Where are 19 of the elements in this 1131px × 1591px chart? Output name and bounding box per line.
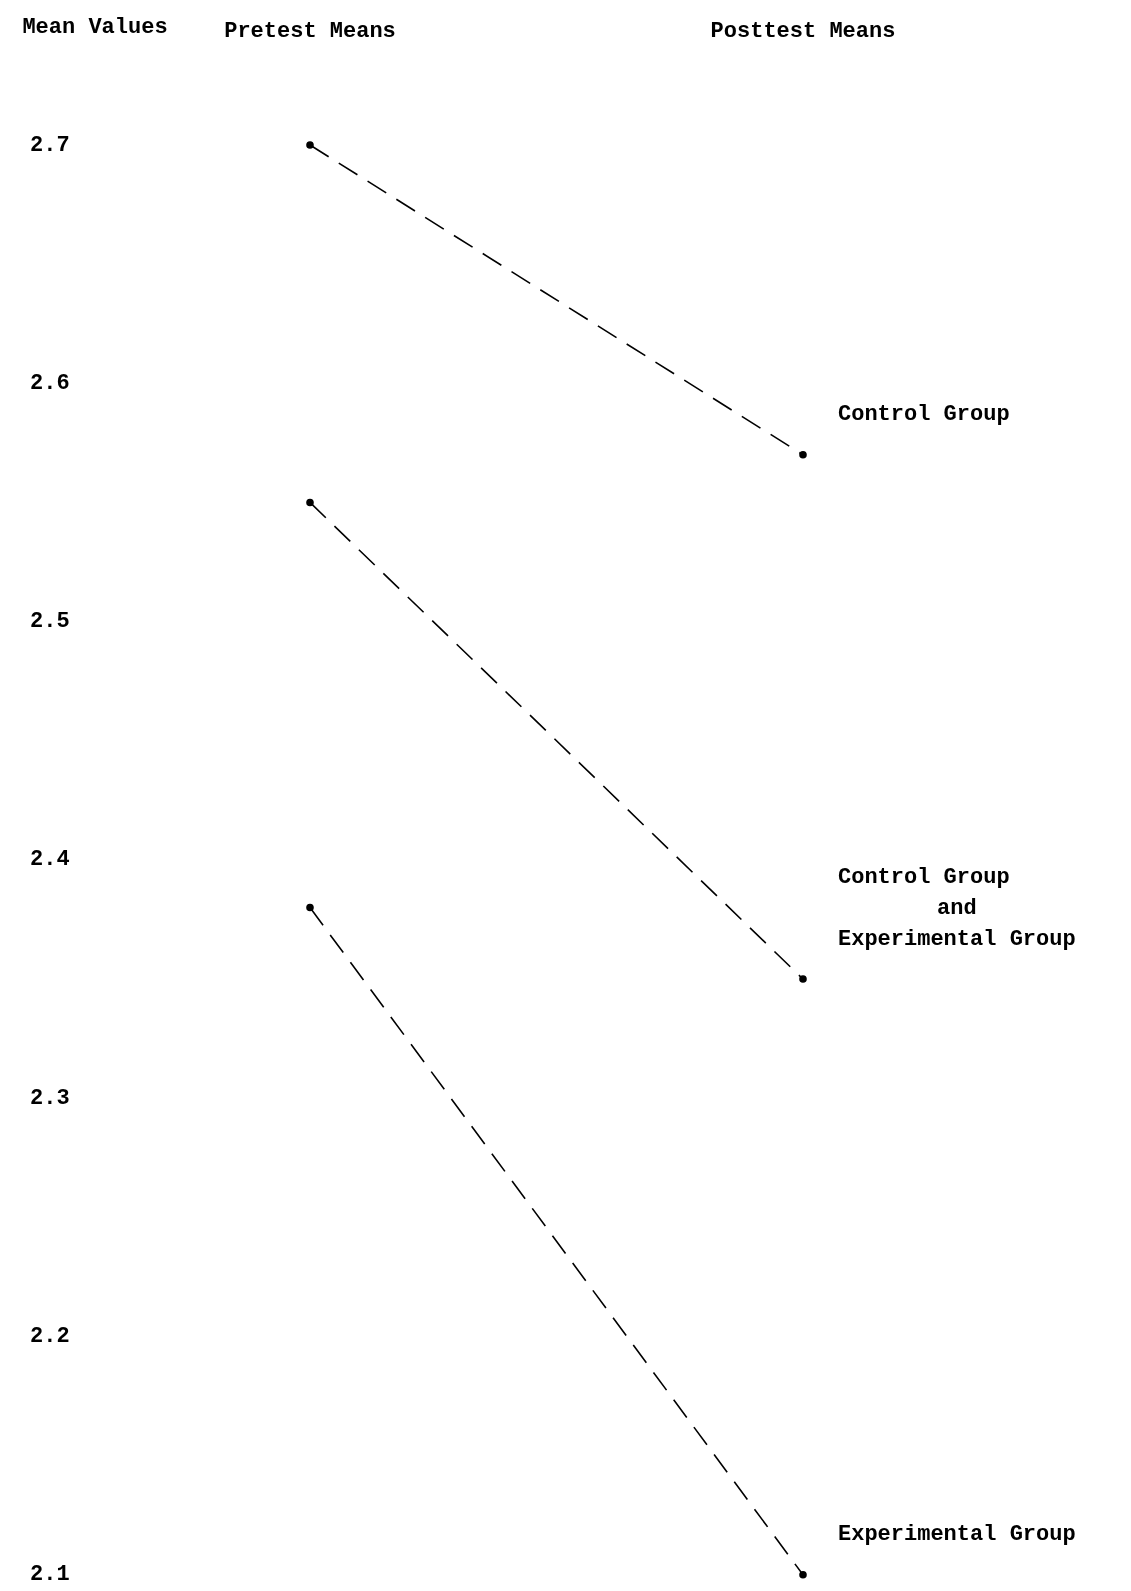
series-label: Control Group xyxy=(838,402,1010,428)
y-tick-label: 2.5 xyxy=(30,609,70,635)
y-tick-label: 2.6 xyxy=(30,370,70,396)
point xyxy=(799,450,807,459)
x-tick-label: Posttest Means xyxy=(710,19,896,45)
point xyxy=(306,903,314,912)
y-tick-label: 2.3 xyxy=(30,1085,70,1111)
y-tick-label: 2.1 xyxy=(30,1562,70,1588)
point xyxy=(799,975,807,983)
y-tick-label: 2.2 xyxy=(30,1324,70,1350)
series-label: Control Group and Experimental Group xyxy=(838,864,1076,952)
point xyxy=(306,141,314,149)
point xyxy=(799,1571,807,1579)
y-axis-title: Mean Values xyxy=(22,14,168,40)
point xyxy=(306,498,314,507)
y-tick-label: 2.7 xyxy=(30,132,70,158)
series-label: Experimental Group xyxy=(838,1522,1076,1548)
x-tick-label: Pretest Means xyxy=(224,19,396,45)
y-tick-label: 2.4 xyxy=(30,847,70,873)
